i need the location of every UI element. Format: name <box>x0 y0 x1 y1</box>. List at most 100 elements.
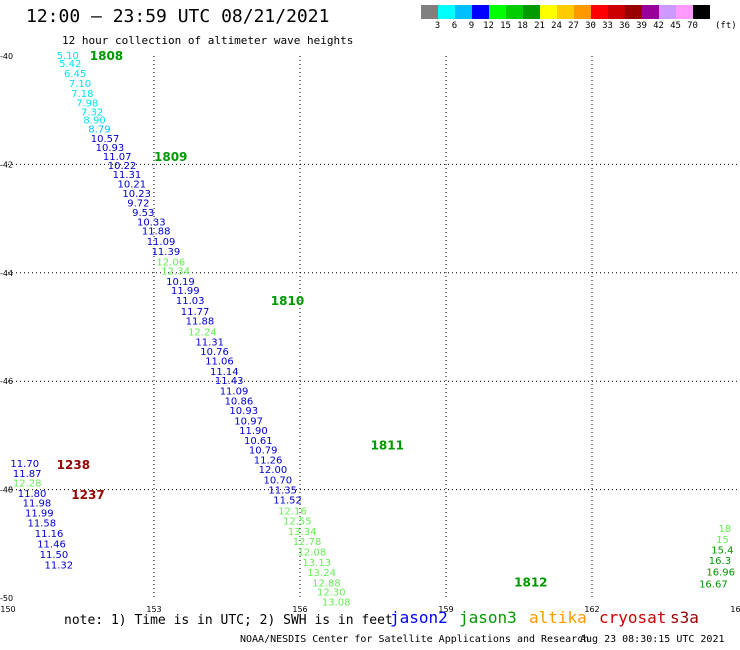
lat-tick-label: -50 <box>0 594 13 603</box>
wave-height-value: 11.07 <box>103 152 132 163</box>
wave-height-value: 6.45 <box>64 69 86 80</box>
legend-label: 18 <box>517 21 528 31</box>
legend-swatch <box>608 5 625 19</box>
wave-height-value: 11.50 <box>40 550 69 561</box>
legend-swatch <box>438 5 455 19</box>
pass-time-label: 1238 <box>57 458 90 472</box>
footer-note: note: 1) Time is in UTC; 2) SWH is in fe… <box>64 613 393 628</box>
wave-height-value: 11.52 <box>273 495 302 506</box>
wave-height-value: 12.24 <box>188 327 217 338</box>
page-title: 12:00 – 23:59 UTC 08/21/2021 <box>26 6 330 27</box>
wave-height-value: 8.90 <box>83 115 105 126</box>
legend-label: 27 <box>568 21 579 31</box>
legend-label: 42 <box>653 21 664 31</box>
wave-height-value: 9.72 <box>127 198 149 209</box>
wave-height-value: 11.43 <box>215 376 244 387</box>
legend-swatch <box>421 5 438 19</box>
wave-height-value: 10.93 <box>96 143 125 154</box>
wave-height-value: 16.67 <box>699 579 728 590</box>
lon-tick-label: 156 <box>292 605 307 614</box>
wave-height-value: 11.09 <box>220 386 249 397</box>
wave-height-value: 11.26 <box>254 455 283 466</box>
wave-height-value: 10.57 <box>91 134 120 145</box>
wave-height-value: 11.32 <box>45 560 74 571</box>
satellite-name: cryosat <box>599 608 667 627</box>
legend-swatch <box>676 5 693 19</box>
wave-height-value: 11.99 <box>25 508 54 519</box>
wave-height-value: 13.08 <box>322 597 351 608</box>
legend-label: 70 <box>687 21 698 31</box>
wave-height-value: 10.86 <box>225 396 254 407</box>
wave-height-value: 12.55 <box>283 517 312 528</box>
wave-height-value: 16.3 <box>709 556 731 567</box>
wave-height-value: 12.00 <box>259 465 288 476</box>
wave-height-value: 11.98 <box>23 499 52 510</box>
color-legend-labels: 3 6 9 12 15 18 21 24 27 30 33 36 39 42 45 70 <box>421 21 701 31</box>
legend-swatch <box>574 5 591 19</box>
wave-height-value: 12.08 <box>298 547 327 558</box>
wave-height-value: 10.21 <box>118 179 147 190</box>
legend-label: 9 <box>468 21 475 31</box>
wave-height-value: 13.24 <box>307 568 336 579</box>
wave-height-value: 12.78 <box>293 537 322 548</box>
wave-height-value: 10.97 <box>234 416 263 427</box>
legend-swatch <box>659 5 676 19</box>
color-legend <box>421 5 710 19</box>
legend-swatch <box>540 5 557 19</box>
satellite-name: altika <box>529 608 587 627</box>
legend-swatch <box>642 5 659 19</box>
lon-tick-label: 162 <box>584 605 599 614</box>
wave-height-value: 12.06 <box>156 258 185 269</box>
legend-swatch <box>506 5 523 19</box>
wave-height-value: 12.28 <box>13 479 42 490</box>
satellite-name: s3a <box>670 608 699 627</box>
wave-height-value: 11.16 <box>35 529 64 540</box>
wave-height-value: 11.35 <box>268 486 297 497</box>
credit-line: NOAA/NESDIS Center for Satellite Applica… <box>240 634 590 645</box>
pass-time-label: 1810 <box>271 294 304 308</box>
wave-height-value: 7.98 <box>76 99 98 110</box>
legend-swatch <box>557 5 574 19</box>
legend-label: 21 <box>534 21 545 31</box>
wave-height-value: 11.46 <box>37 539 66 550</box>
wave-height-value: 10.19 <box>166 277 195 288</box>
wave-height-value: 10.22 <box>108 161 137 172</box>
wave-height-value: 18 <box>719 524 732 535</box>
legend-label: 3 <box>434 21 441 31</box>
color-legend-unit: (ft) <box>715 21 737 31</box>
pass-time-label: 1237 <box>71 488 104 502</box>
legend-label: 36 <box>619 21 630 31</box>
legend-swatch <box>472 5 489 19</box>
wave-height-value: 11.88 <box>142 227 171 238</box>
wave-height-value: 12.34 <box>161 267 190 278</box>
wave-height-value: 11.90 <box>239 426 268 437</box>
wave-height-value: 11.39 <box>152 247 181 258</box>
legend-label: 6 <box>451 21 458 31</box>
wave-height-value: 12.16 <box>278 506 307 517</box>
legend-swatch <box>489 5 506 19</box>
wave-height-value: 10.79 <box>249 446 278 457</box>
legend-label: 39 <box>636 21 647 31</box>
legend-label: 15 <box>500 21 511 31</box>
pass-time-label: 1808 <box>90 49 123 63</box>
satellite-name: jason3 <box>459 608 517 627</box>
wave-height-value: 10.76 <box>200 347 229 358</box>
wave-height-value: 5.10 <box>57 51 79 62</box>
lon-tick-label: 150 <box>0 605 15 614</box>
legend-swatch <box>625 5 642 19</box>
legend-label: 33 <box>602 21 613 31</box>
wave-height-value: 12.30 <box>317 588 346 599</box>
wave-height-value: 11.80 <box>18 489 47 500</box>
legend-swatch <box>455 5 472 19</box>
wave-height-value: 13.13 <box>302 558 331 569</box>
wave-height-value: 10.70 <box>264 475 293 486</box>
wave-height-value: 11.70 <box>10 459 39 470</box>
wave-height-value: 11.77 <box>181 307 210 318</box>
lat-tick-label: -40 <box>0 52 13 61</box>
lat-tick-label: -42 <box>0 160 13 169</box>
wave-height-value: 11.88 <box>186 317 215 328</box>
legend-swatch <box>693 5 710 19</box>
wave-height-value: 11.14 <box>210 367 239 378</box>
wave-height-value: 11.99 <box>171 286 200 297</box>
